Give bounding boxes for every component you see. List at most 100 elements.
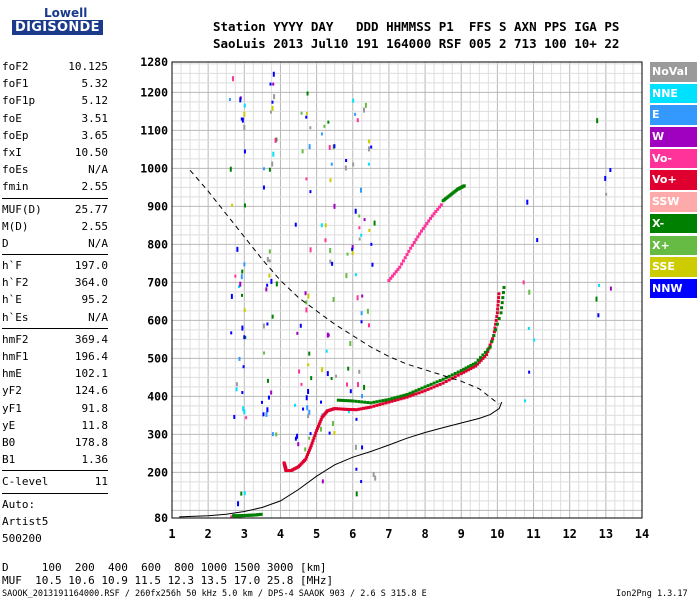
param-value: 91.8 [81, 401, 109, 415]
param-row: h`Es N/A [2, 309, 108, 326]
trace-point [390, 399, 394, 403]
trace-point [313, 434, 317, 438]
trace-point [438, 205, 442, 209]
param-value: 25.77 [74, 202, 108, 216]
trace-point [372, 404, 376, 408]
echo-dot [265, 411, 268, 417]
trace-point [354, 399, 358, 403]
x-tick-label: 1 [168, 527, 175, 541]
echo-dot [269, 110, 272, 114]
echo-dot [235, 382, 238, 387]
echo-dot [324, 223, 327, 228]
trace-point [394, 270, 398, 274]
trace-point [481, 353, 485, 357]
echo-dot [323, 124, 326, 128]
param-row: yF1 91.8 [2, 400, 108, 417]
echo-dot [294, 222, 297, 227]
param-row: h`F 197.0 [2, 257, 108, 274]
echo-dot [358, 237, 361, 241]
trace-point [466, 368, 470, 372]
echo-dot [597, 313, 600, 318]
logo-line1: Lowell [44, 6, 88, 20]
legend-entry: Vo+ [650, 170, 697, 190]
echo-dot [320, 400, 323, 404]
echo-dot [527, 326, 530, 330]
echo-dot [309, 190, 312, 194]
echo-dot [243, 203, 246, 208]
param-row: hmF1 196.4 [2, 348, 108, 365]
echo-dot [333, 430, 336, 435]
trace-point [495, 311, 499, 315]
echo-dot [304, 291, 307, 296]
echo-dot [241, 325, 244, 331]
param-name: foF1p [2, 94, 36, 108]
legend: NoVal NNE E W Vo- Vo+ SSW X- X+ SSE NNW [650, 62, 697, 301]
echo-dot [329, 178, 332, 183]
trace-point [441, 377, 445, 381]
param-row: B0 178.8 [2, 434, 108, 451]
echo-dot [266, 407, 269, 413]
echo-dot [604, 175, 607, 181]
param-row: D N/A [2, 235, 108, 252]
echo-dot [351, 247, 354, 251]
legend-entry: X- [650, 213, 697, 234]
y-tick-label: 400 [147, 389, 168, 403]
trace-point [418, 232, 422, 236]
trace-point [381, 402, 385, 406]
trace-point [421, 227, 425, 231]
echo-dot [239, 281, 242, 287]
digisonde-logo: Lowell DIGISONDE [6, 4, 116, 44]
chart-curves [179, 169, 503, 518]
param-value: 1.36 [81, 453, 109, 467]
param-name: h`F [2, 259, 22, 273]
echo-dot [347, 366, 350, 371]
trace-point [309, 444, 313, 448]
trace-point [307, 448, 311, 452]
echo-dot [328, 431, 331, 435]
echo-dot [320, 223, 323, 228]
trace-point [393, 396, 397, 400]
trace-point [389, 276, 393, 280]
param-row: foEs N/A [2, 161, 108, 178]
x-tick-label: 12 [562, 527, 576, 541]
trace-point [392, 272, 396, 276]
echo-dot [243, 308, 246, 313]
trace-point [435, 384, 439, 388]
param-name: hmF1 [2, 350, 29, 363]
y-tick-label: 1000 [140, 161, 168, 175]
echo-dot [358, 214, 361, 218]
echo-dot [360, 320, 363, 324]
trace-point [306, 450, 310, 454]
echo-dot [363, 218, 366, 222]
echo-dot [300, 382, 303, 386]
param-row: fmin 2.55 [2, 178, 108, 195]
echo-dot [361, 394, 364, 399]
echo-dot [270, 390, 273, 395]
trace-point [362, 406, 366, 410]
echo-dot [324, 238, 327, 243]
echo-dot [367, 162, 370, 166]
trace-point [402, 393, 406, 397]
echo-dot [294, 403, 297, 407]
trace-point [349, 408, 353, 412]
legend-entry: NoVal [650, 62, 697, 82]
trace-point [414, 238, 418, 242]
echo-dot [243, 111, 246, 117]
trace-point [311, 439, 315, 443]
trace-point [492, 334, 496, 338]
echo-dot [299, 323, 302, 328]
trace-point [401, 259, 405, 263]
param-value: 10.50 [74, 145, 108, 159]
trace-point [335, 407, 338, 411]
trace-point [423, 389, 427, 393]
param-row: yE 11.8 [2, 417, 108, 434]
echo-dot [275, 281, 278, 287]
trace-point [486, 349, 490, 353]
param-row: fxI 10.50 [2, 144, 108, 161]
trace-point [347, 407, 351, 411]
trace-point [387, 279, 391, 282]
trace-point [435, 380, 439, 384]
trace-point [471, 362, 475, 366]
echo-dot [305, 307, 308, 313]
param-separator [2, 492, 108, 494]
